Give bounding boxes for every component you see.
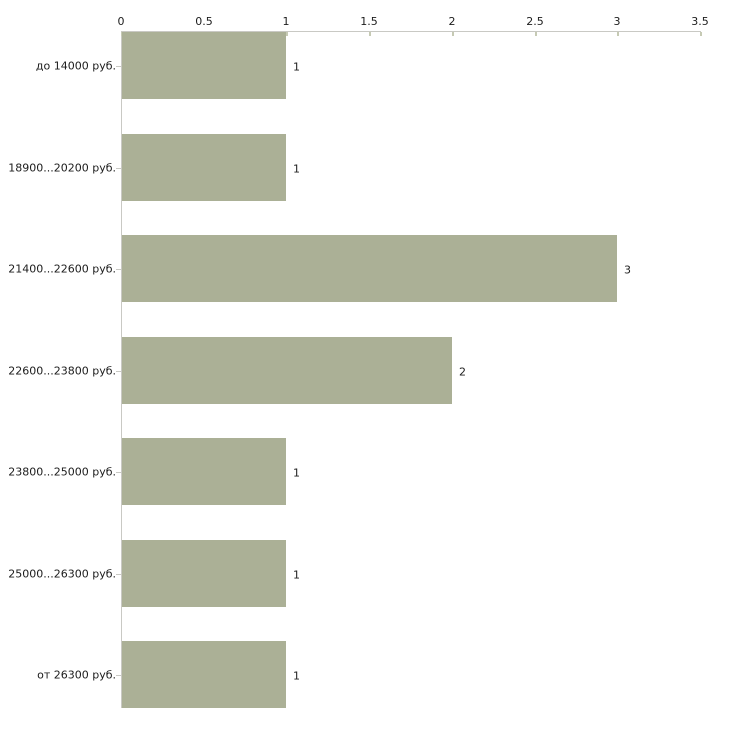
- category-tick: [116, 472, 121, 473]
- category-label: от 26300 руб.: [37, 668, 116, 681]
- category-tick: [116, 269, 121, 270]
- x-axis-tick: [700, 32, 702, 36]
- x-axis-tick-label: 2: [448, 15, 456, 28]
- category-label: 21400...22600 руб.: [8, 262, 116, 275]
- bar: [122, 32, 286, 99]
- x-axis-tick-label: 2.5: [526, 15, 544, 28]
- category-tick: [116, 675, 121, 676]
- bar: [122, 438, 286, 505]
- category-tick: [116, 371, 121, 372]
- category-label: 18900...20200 руб.: [8, 161, 116, 174]
- bar-value-label: 1: [293, 669, 300, 682]
- x-axis-line: [121, 31, 701, 32]
- x-axis-tick-label: 0: [117, 15, 125, 28]
- category-label: 23800...25000 руб.: [8, 465, 116, 478]
- category-tick: [116, 574, 121, 575]
- category-label: до 14000 руб.: [35, 59, 116, 72]
- bar: [122, 337, 452, 404]
- bar: [122, 235, 617, 302]
- bar: [122, 641, 286, 708]
- x-axis-tick-label: 1.5: [360, 15, 378, 28]
- x-axis-tick-label: 1: [282, 15, 290, 28]
- bar-value-label: 1: [293, 568, 300, 581]
- category-tick: [116, 168, 121, 169]
- x-axis-tick-label: 3.5: [691, 15, 709, 28]
- bar: [122, 540, 286, 607]
- bar: [122, 134, 286, 201]
- x-axis-tick: [452, 32, 454, 36]
- bar-value-label: 3: [624, 263, 631, 276]
- category-label: 25000...26300 руб.: [8, 567, 116, 580]
- x-axis-tick: [369, 32, 371, 36]
- x-axis-tick: [535, 32, 537, 36]
- y-axis-line: [121, 31, 122, 708]
- category-label: 22600...23800 руб.: [8, 364, 116, 377]
- x-axis-tick-label: 0.5: [195, 15, 213, 28]
- bar-value-label: 1: [293, 162, 300, 175]
- x-axis-tick: [617, 32, 619, 36]
- x-axis-tick: [286, 32, 288, 36]
- bar-value-label: 1: [293, 466, 300, 479]
- x-axis-tick-label: 3: [613, 15, 621, 28]
- bar-value-label: 1: [293, 60, 300, 73]
- bar-value-label: 2: [459, 365, 466, 378]
- category-tick: [116, 66, 121, 67]
